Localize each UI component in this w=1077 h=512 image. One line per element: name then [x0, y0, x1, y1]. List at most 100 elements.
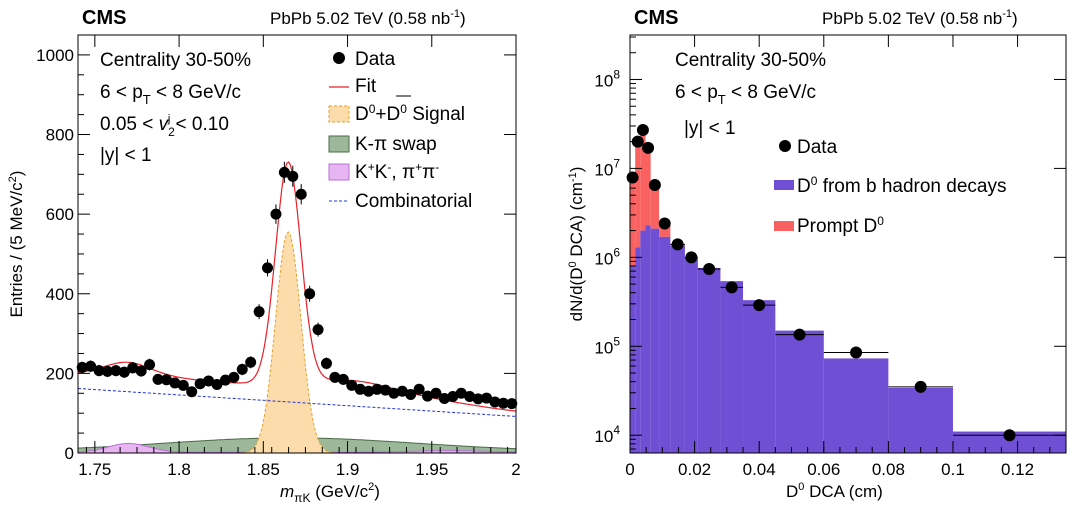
- data-marker: [642, 141, 655, 154]
- y-tick-label: 108: [594, 67, 620, 90]
- legend-right-data-marker: [779, 140, 791, 152]
- y-tick-label: 0: [65, 444, 74, 463]
- data-marker: [186, 386, 198, 398]
- y-tick-label: 400: [46, 285, 74, 304]
- prompt-bar: [630, 177, 636, 266]
- nonprompt-bar: [640, 230, 646, 453]
- data-marker: [278, 166, 290, 178]
- data-marker: [110, 365, 122, 377]
- legend-data-marker: [333, 52, 345, 64]
- data-point: [720, 281, 744, 294]
- data-point: [278, 161, 290, 183]
- data-point: [211, 379, 223, 391]
- data-point: [371, 383, 383, 395]
- data-point: [160, 374, 172, 386]
- data-point: [262, 259, 274, 277]
- data-point: [346, 379, 358, 391]
- nonprompt-bar: [823, 358, 889, 453]
- nonprompt-bar: [952, 431, 1066, 453]
- data-point: [952, 429, 1066, 442]
- nonprompt-bar: [670, 245, 685, 453]
- right-plot-area: [626, 124, 1066, 453]
- nonprompt-bar: [684, 257, 698, 453]
- data-point: [287, 165, 299, 187]
- left-centrality-text: Centrality 30-50%: [100, 50, 251, 71]
- data-point: [670, 238, 685, 251]
- data-point: [489, 396, 501, 408]
- data-marker: [703, 262, 716, 275]
- data-point: [648, 179, 661, 192]
- nonprompt-bar: [888, 387, 953, 453]
- y-tick-label: 105: [594, 334, 620, 357]
- legend-right-data-label: Data: [797, 137, 838, 158]
- x-tick-label: 0.08: [872, 460, 905, 479]
- x-tick-label: 0.04: [743, 460, 776, 479]
- data-point: [481, 392, 493, 404]
- data-point: [110, 364, 122, 377]
- data-marker: [337, 373, 349, 385]
- data-point: [438, 392, 450, 404]
- data-point: [93, 364, 105, 377]
- data-point: [169, 377, 181, 389]
- data-marker: [506, 398, 518, 410]
- data-marker: [203, 375, 215, 387]
- legend-comb-label: Combinatorial: [355, 191, 472, 212]
- y-tick-label: 200: [46, 364, 74, 383]
- data-point: [379, 384, 391, 396]
- data-marker: [455, 387, 467, 399]
- data-marker: [388, 387, 400, 399]
- data-marker: [245, 356, 257, 368]
- data-point: [304, 285, 316, 302]
- signal-area: [78, 231, 516, 454]
- data-point: [697, 262, 721, 275]
- left-v2-text: 0.05 < v2j < 0.10: [100, 113, 229, 139]
- right-rapidity-text: |y| < 1: [684, 118, 736, 139]
- data-point: [203, 375, 215, 387]
- data-point: [631, 135, 644, 148]
- data-point: [455, 387, 467, 399]
- data-marker: [850, 346, 863, 359]
- x-tick-label: 1.75: [78, 460, 111, 479]
- y-tick-label: 800: [46, 126, 74, 145]
- right-panel: 0 0.02 0.04 0.06 0.08 0.1 0.12104105106107108 …: [567, 7, 1067, 501]
- data-point: [506, 398, 518, 410]
- data-point: [135, 365, 147, 377]
- data-point: [354, 383, 366, 395]
- combinatorial-curve: [77, 388, 517, 417]
- left-frame: [77, 34, 517, 454]
- data-point: [118, 366, 130, 378]
- data-marker: [371, 383, 383, 395]
- x-tick-label: 1.85: [247, 460, 280, 479]
- data-marker: [329, 371, 341, 383]
- data-marker: [169, 377, 181, 389]
- legend-swap-label: K-π swap: [355, 134, 437, 155]
- data-point: [329, 371, 341, 383]
- data-marker: [118, 366, 130, 378]
- data-marker: [211, 379, 223, 391]
- prompt-bar: [650, 185, 660, 229]
- data-marker: [497, 397, 509, 409]
- data-point: [422, 390, 434, 402]
- data-point: [396, 385, 408, 397]
- data-marker: [405, 388, 417, 400]
- y-tick-label: 104: [594, 423, 620, 446]
- data-marker: [295, 188, 307, 200]
- right-axes: 0 0.02 0.04 0.06 0.08 0.1 0.12 104 105 106 107 108: [594, 35, 1066, 479]
- data-point: [253, 304, 265, 320]
- right-y-axis-label: dN/d(D0 DCA) (cm-1): [567, 167, 586, 322]
- right-frame: [629, 34, 1067, 454]
- data-point: [76, 361, 88, 374]
- legend-data-label: Data: [355, 49, 396, 70]
- nonprompt-bar: [697, 267, 721, 453]
- data-point: [658, 217, 671, 230]
- data-point: [775, 328, 824, 341]
- data-point: [85, 360, 97, 373]
- data-marker: [101, 365, 113, 377]
- data-point: [270, 204, 282, 224]
- prompt-bar: [645, 147, 651, 226]
- data-marker: [464, 390, 476, 402]
- legend-kk-swatch: [328, 163, 350, 181]
- data-point: [405, 388, 417, 400]
- data-marker: [413, 383, 425, 395]
